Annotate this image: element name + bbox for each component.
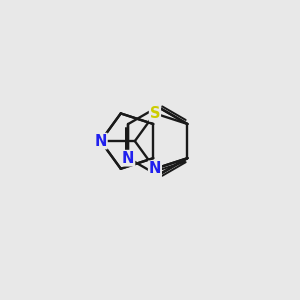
Text: N: N [149, 161, 161, 176]
Text: S: S [150, 106, 160, 121]
Text: N: N [94, 134, 107, 148]
Text: N: N [122, 151, 134, 166]
